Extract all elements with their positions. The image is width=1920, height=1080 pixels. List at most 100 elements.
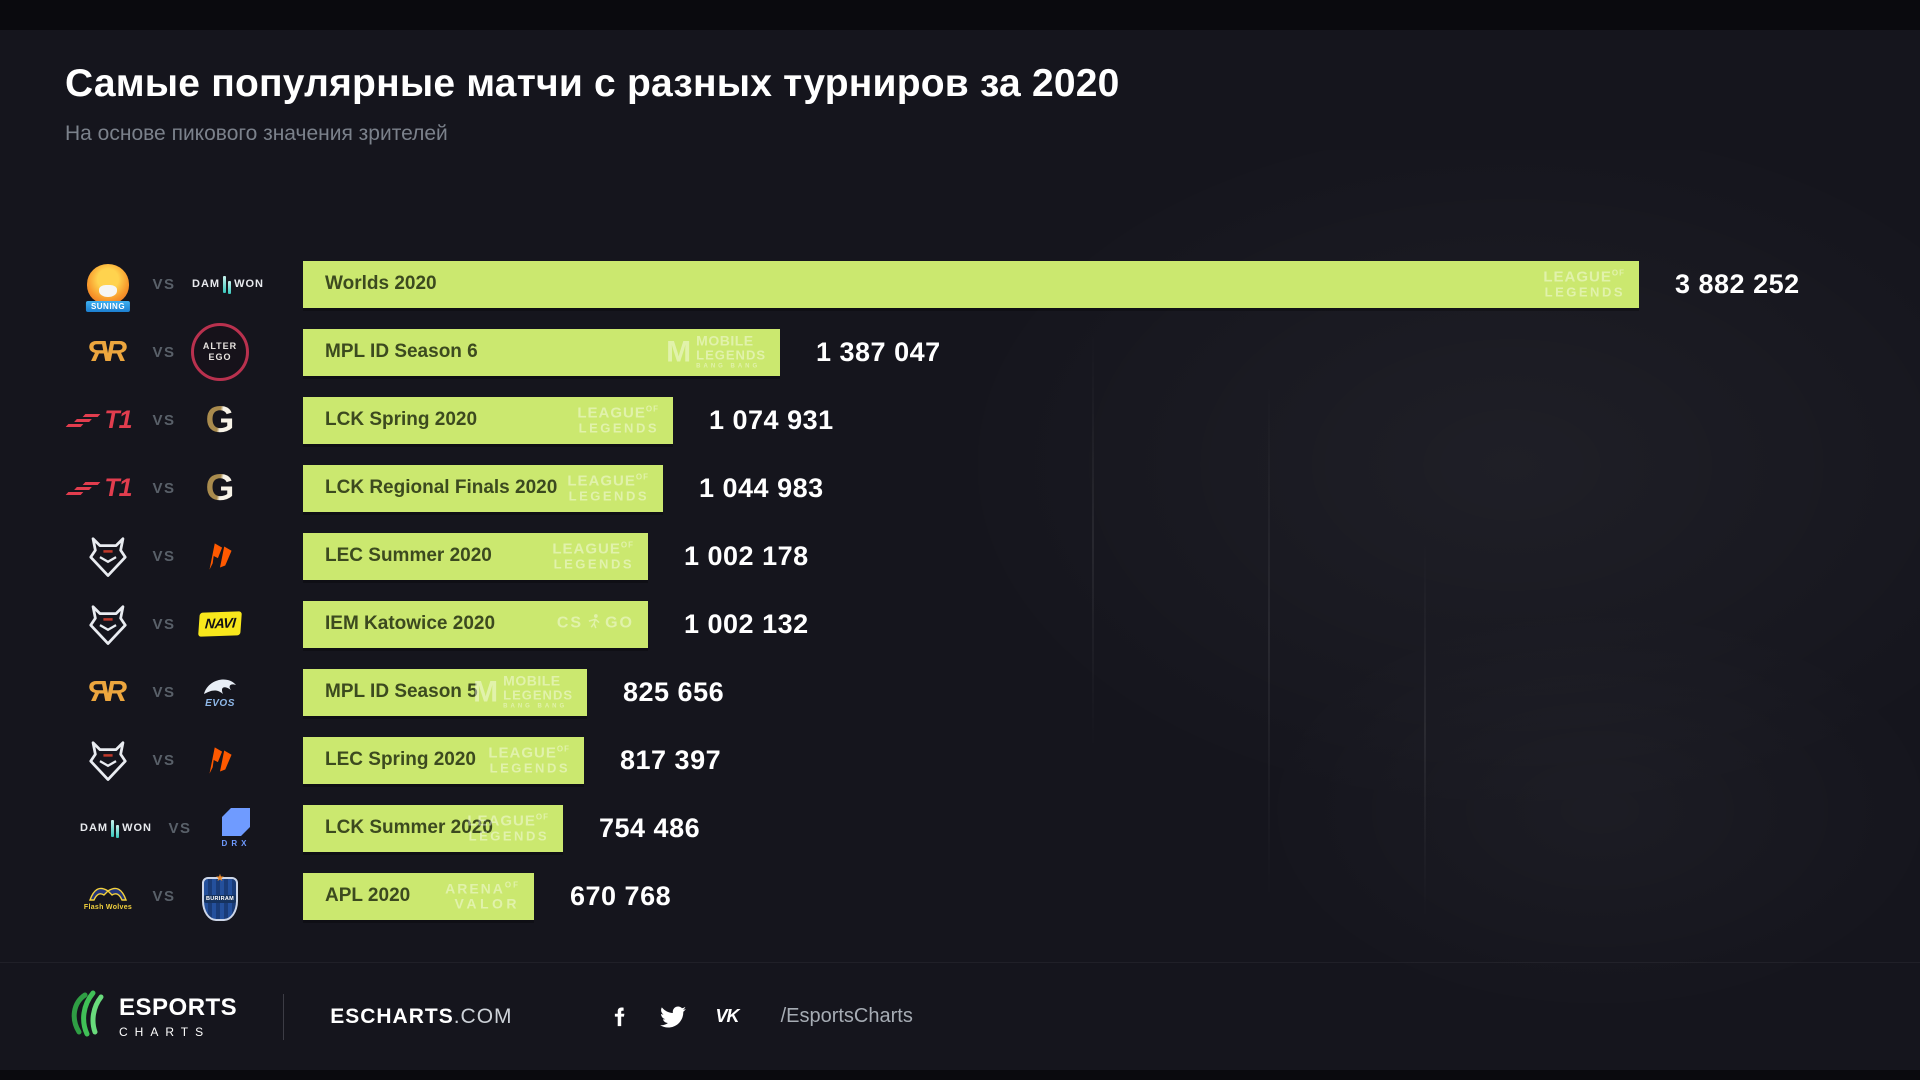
brand-text: ESPORTS CHARTS bbox=[119, 994, 237, 1039]
team-logo-flashwolves: Flash Wolves bbox=[79, 867, 137, 925]
team-logo-text: R bbox=[106, 675, 127, 708]
value-label: 1 044 983 bbox=[699, 472, 824, 503]
tournament-label: LCK Spring 2020 bbox=[325, 409, 478, 430]
team-logo-navi: NAVI bbox=[191, 595, 249, 653]
chart-row: R R VS ALTER EGO MPL ID Season 6 M MOBILE LEGEND… bbox=[65, 318, 1900, 386]
bar-track: LEC Summer 2020 LEAGUEOF LEGENDS 1 002 178 bbox=[303, 532, 1900, 580]
watermark-line: LEGENDS bbox=[696, 347, 766, 363]
game-watermark-lol: LEAGUEOF LEGENDS bbox=[577, 404, 659, 435]
esports-charts-brand: ESPORTS CHARTS bbox=[65, 988, 237, 1045]
bar-track: LCK Spring 2020 LEAGUEOF LEGENDS 1 074 931 bbox=[303, 396, 1900, 444]
site-link[interactable]: ESCHARTS.COM bbox=[330, 1005, 512, 1029]
brand-line2: CHARTS bbox=[119, 1025, 211, 1039]
watermark-line: LEAGUEOF bbox=[577, 404, 659, 422]
tournament-label: LCK Regional Finals 2020 bbox=[325, 477, 558, 498]
fnatic-mark bbox=[209, 747, 232, 774]
match-teams: R R VS EVOS bbox=[65, 663, 303, 721]
watermark-line: LEAGUEOF bbox=[488, 744, 570, 762]
value-bar: LEC Summer 2020 LEAGUEOF LEGENDS bbox=[303, 532, 648, 580]
watermark-of: OF bbox=[1611, 268, 1625, 278]
watermark-line: MOBILE bbox=[696, 332, 754, 349]
value-bar: MPL ID Season 5 M MOBILE LEGENDS BANG BANG bbox=[303, 668, 587, 716]
team-logo-damwon: DAM WON bbox=[191, 255, 265, 313]
flashwolves-wings bbox=[89, 887, 127, 901]
team-logo-alterego: ALTER EGO bbox=[191, 323, 249, 381]
match-teams: VS bbox=[65, 527, 303, 585]
damwon-bars bbox=[111, 819, 120, 838]
match-teams: SUNING VS DAM WON bbox=[65, 255, 303, 313]
bar-track: Worlds 2020 LEAGUEOF LEGENDS 3 882 252 bbox=[303, 260, 1900, 308]
watermark-line: LEAGUEOF bbox=[1543, 268, 1625, 286]
team-logo-text: T1 bbox=[104, 405, 132, 434]
tournament-label: IEM Katowice 2020 bbox=[325, 613, 496, 634]
chart-row: VS LEC Summer 2020 LEAGUEOF LEGENDS 1 002 17… bbox=[65, 522, 1900, 590]
vk-icon-text: VK bbox=[715, 1006, 740, 1026]
value-label: 3 882 252 bbox=[1675, 268, 1800, 299]
background-light-streak bbox=[1424, 540, 1426, 920]
facebook-icon[interactable] bbox=[608, 1006, 630, 1028]
team-logo-text: BURIRAM bbox=[203, 895, 237, 903]
twitter-icon[interactable] bbox=[659, 1004, 686, 1030]
value-label: 1 387 047 bbox=[816, 336, 941, 367]
bar-chart: SUNING VS DAM WON Worlds 2020 LEAGUEOF LEGENDS… bbox=[65, 250, 1900, 930]
alterego-circle: ALTER EGO bbox=[191, 323, 249, 381]
watermark-line: LEGENDS bbox=[503, 687, 573, 703]
watermark-of: OF bbox=[556, 744, 570, 754]
background-light-streak bbox=[1268, 380, 1270, 900]
tournament-label: LEC Summer 2020 bbox=[325, 545, 492, 566]
chart-row: DAM WON VS DRX LCK Summer 2020 LEAGUEOF LEGEND… bbox=[65, 794, 1900, 862]
team-logo-t1: T1 bbox=[79, 391, 137, 449]
watermark-line: ARENAOF bbox=[445, 880, 520, 897]
team-logo-text: EGO bbox=[208, 352, 232, 362]
bottom-frame-strip bbox=[0, 1070, 1920, 1080]
watermark-line: CS bbox=[556, 614, 584, 632]
vk-icon[interactable]: VK bbox=[715, 1006, 740, 1027]
value-bar: LEC Spring 2020 LEAGUEOF LEGENDS bbox=[303, 736, 584, 784]
watermark-line: LEGENDS bbox=[489, 760, 570, 776]
watermark-line: MOBILE bbox=[503, 672, 561, 689]
value-label: 1 002 178 bbox=[684, 540, 809, 571]
drx-mark bbox=[222, 808, 250, 836]
value-label: 1 002 132 bbox=[684, 608, 809, 639]
team-logo-text: DAM bbox=[192, 278, 221, 290]
team-logo-text: R bbox=[106, 335, 127, 368]
value-label: 670 768 bbox=[570, 880, 672, 911]
watermark-of: OF bbox=[620, 540, 634, 550]
vs-label: VS bbox=[152, 411, 176, 429]
watermark-lines: MOBILE LEGENDS BANG BANG bbox=[503, 672, 573, 711]
bar-track: IEM Katowice 2020 CS GO 1 002 132 bbox=[303, 600, 1900, 648]
tournament-label: MPL ID Season 6 bbox=[325, 341, 478, 362]
team-logo-geng: G bbox=[191, 391, 249, 449]
tournament-label: LCK Summer 2020 bbox=[325, 817, 493, 838]
g2-crest bbox=[89, 605, 127, 645]
value-bar: Worlds 2020 LEAGUEOF LEGENDS bbox=[303, 260, 1639, 308]
watermark-line: LEAGUEOF bbox=[552, 540, 634, 558]
value-bar: IEM Katowice 2020 CS GO bbox=[303, 600, 648, 648]
value-label: 1 074 931 bbox=[709, 404, 834, 435]
g2-crest bbox=[89, 741, 127, 781]
vs-label: VS bbox=[152, 683, 176, 701]
value-label: 817 397 bbox=[620, 744, 722, 775]
match-teams: T1 VS G bbox=[65, 459, 303, 517]
team-logo-text: NAVI bbox=[204, 614, 236, 632]
team-logo-buriram: ★ BURIRAM bbox=[191, 867, 249, 925]
value-bar: LCK Summer 2020 LEAGUEOF LEGENDS bbox=[303, 804, 563, 852]
evos-tiger-mark bbox=[204, 679, 236, 694]
g2-crest bbox=[89, 537, 127, 577]
team-logo-text: WON bbox=[122, 822, 152, 834]
vs-label: VS bbox=[152, 751, 176, 769]
chart-row: T1 VS G LCK Regional Finals 2020 LEAGUEOF LEG… bbox=[65, 454, 1900, 522]
vs-label: VS bbox=[152, 615, 176, 633]
vs-label: VS bbox=[152, 547, 176, 565]
watermark-lines: MOBILE LEGENDS BANG BANG bbox=[696, 332, 766, 371]
page-subtitle: На основе пикового значения зрителей bbox=[65, 122, 448, 145]
match-teams: R R VS ALTER EGO bbox=[65, 323, 303, 381]
fnatic-mark bbox=[209, 543, 232, 570]
bar-track: MPL ID Season 5 M MOBILE LEGENDS BANG BANG 82… bbox=[303, 668, 1900, 716]
team-logo-t1: T1 bbox=[79, 459, 137, 517]
social-handle[interactable]: /EsportsCharts bbox=[780, 1005, 913, 1027]
watermark-of: OF bbox=[535, 812, 549, 822]
chart-row: T1 VS G LCK Spring 2020 LEAGUEOF LEGENDS 1 074… bbox=[65, 386, 1900, 454]
